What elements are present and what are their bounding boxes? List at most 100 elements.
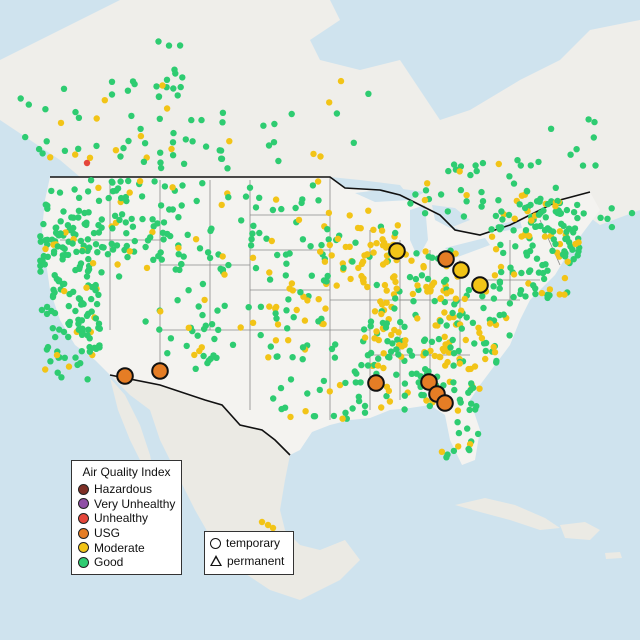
- station-dot: [53, 351, 61, 359]
- aqi-legend-title: Air Quality Index: [82, 465, 171, 479]
- station-dot: [85, 255, 92, 263]
- station-dot: [304, 297, 311, 304]
- station-dot: [516, 201, 523, 208]
- station-dot: [56, 326, 63, 333]
- station-dot: [175, 251, 182, 258]
- station-dot: [108, 240, 115, 247]
- station-dot: [331, 354, 339, 361]
- station-dot: [44, 343, 52, 351]
- station-dot: [498, 268, 505, 276]
- station-dot: [84, 332, 91, 339]
- station-dot: [60, 208, 67, 215]
- station-dot: [318, 241, 325, 249]
- station-dot: [325, 209, 333, 217]
- station-dot: [56, 189, 64, 196]
- temporary-site-marker: [452, 261, 470, 279]
- station-dot: [84, 268, 92, 275]
- station-dot: [79, 325, 86, 332]
- station-dot: [466, 406, 473, 414]
- station-dot: [358, 361, 365, 369]
- station-dot: [420, 392, 427, 399]
- station-dot: [367, 323, 374, 330]
- station-dot: [437, 191, 445, 198]
- station-dot: [37, 233, 44, 240]
- station-dot: [137, 132, 145, 140]
- station-dot: [86, 154, 94, 161]
- station-dot: [86, 343, 93, 351]
- station-dot: [265, 354, 272, 361]
- station-dot: [414, 315, 421, 322]
- legend-label-moderate: Moderate: [94, 540, 145, 555]
- station-dot: [163, 105, 171, 112]
- station-dot: [499, 216, 506, 223]
- station-dot: [361, 334, 369, 341]
- station-dot: [74, 361, 81, 369]
- station-dot: [249, 319, 257, 326]
- station-dot: [285, 337, 292, 344]
- station-dot: [364, 283, 371, 291]
- station-dot: [224, 165, 231, 172]
- station-dot: [518, 269, 525, 277]
- temporary-site-marker: [388, 242, 406, 260]
- station-dot: [111, 212, 119, 219]
- station-dot: [215, 326, 222, 334]
- station-dot: [183, 342, 190, 350]
- station-dot: [17, 95, 24, 102]
- station-dot: [325, 236, 332, 243]
- station-dot: [451, 386, 458, 394]
- station-dot: [510, 271, 518, 278]
- station-dot: [310, 413, 318, 420]
- station-dot: [85, 310, 92, 317]
- station-dot: [178, 261, 185, 268]
- station-dot: [437, 295, 444, 302]
- station-dot: [84, 236, 92, 243]
- station-dot: [535, 158, 542, 166]
- station-dot: [628, 209, 636, 217]
- station-dot: [479, 198, 487, 205]
- station-dot: [384, 338, 391, 345]
- station-dot: [108, 78, 116, 86]
- station-dot: [570, 256, 577, 263]
- station-dot: [604, 215, 611, 222]
- station-dot: [105, 194, 112, 202]
- station-dot: [273, 315, 280, 322]
- station-dot: [569, 246, 576, 253]
- station-dot: [491, 272, 499, 279]
- station-dot: [242, 193, 250, 200]
- station-dot: [462, 336, 469, 344]
- station-dot: [561, 274, 569, 282]
- station-dot: [383, 287, 390, 294]
- station-dot: [225, 194, 232, 201]
- station-dot: [542, 214, 549, 221]
- station-dot: [435, 335, 443, 343]
- station-dot: [420, 337, 428, 344]
- station-dot: [532, 223, 539, 230]
- station-dot: [408, 352, 416, 359]
- circle-icon: [210, 537, 221, 549]
- station-dot: [288, 110, 295, 118]
- station-dot: [528, 217, 535, 224]
- station-dot: [169, 139, 177, 146]
- station-dot: [401, 323, 408, 330]
- station-dot: [441, 298, 448, 306]
- station-dot: [556, 228, 564, 235]
- station-dot: [86, 244, 93, 251]
- station-dot: [330, 412, 338, 420]
- station-dot: [350, 139, 357, 146]
- station-dot: [374, 362, 382, 369]
- station-dot: [550, 236, 557, 243]
- station-dot: [418, 272, 426, 279]
- station-dot: [44, 253, 51, 260]
- station-dot: [492, 246, 500, 253]
- station-dot: [174, 92, 181, 99]
- station-dot: [124, 253, 131, 261]
- station-dot: [297, 289, 304, 296]
- station-dot: [401, 341, 408, 348]
- legend-item-usg: USG: [78, 526, 175, 541]
- station-dot: [530, 282, 537, 289]
- station-dot: [346, 212, 353, 219]
- station-dot: [380, 364, 387, 372]
- station-dot: [573, 146, 580, 153]
- station-dot: [422, 187, 430, 194]
- station-dot: [570, 209, 578, 216]
